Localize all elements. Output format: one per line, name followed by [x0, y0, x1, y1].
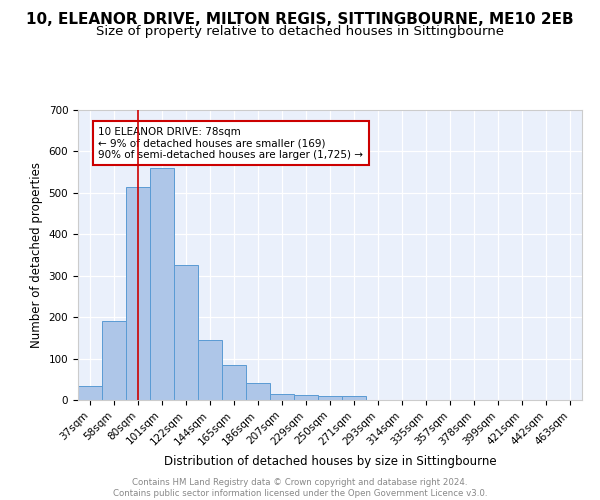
Y-axis label: Number of detached properties: Number of detached properties: [30, 162, 43, 348]
X-axis label: Distribution of detached houses by size in Sittingbourne: Distribution of detached houses by size …: [164, 455, 496, 468]
Text: Contains HM Land Registry data © Crown copyright and database right 2024.
Contai: Contains HM Land Registry data © Crown c…: [113, 478, 487, 498]
Text: Size of property relative to detached houses in Sittingbourne: Size of property relative to detached ho…: [96, 25, 504, 38]
Bar: [294, 395, 318, 400]
Bar: [270, 394, 294, 400]
Text: 10 ELEANOR DRIVE: 78sqm
← 9% of detached houses are smaller (169)
90% of semi-de: 10 ELEANOR DRIVE: 78sqm ← 9% of detached…: [98, 126, 364, 160]
Bar: [78, 386, 102, 400]
Bar: [198, 340, 222, 400]
Bar: [318, 396, 342, 400]
Bar: [150, 168, 174, 400]
Bar: [174, 266, 198, 400]
Bar: [246, 382, 270, 400]
Bar: [126, 186, 150, 400]
Bar: [342, 396, 366, 400]
Bar: [222, 365, 246, 400]
Text: 10, ELEANOR DRIVE, MILTON REGIS, SITTINGBOURNE, ME10 2EB: 10, ELEANOR DRIVE, MILTON REGIS, SITTING…: [26, 12, 574, 28]
Bar: [102, 322, 126, 400]
